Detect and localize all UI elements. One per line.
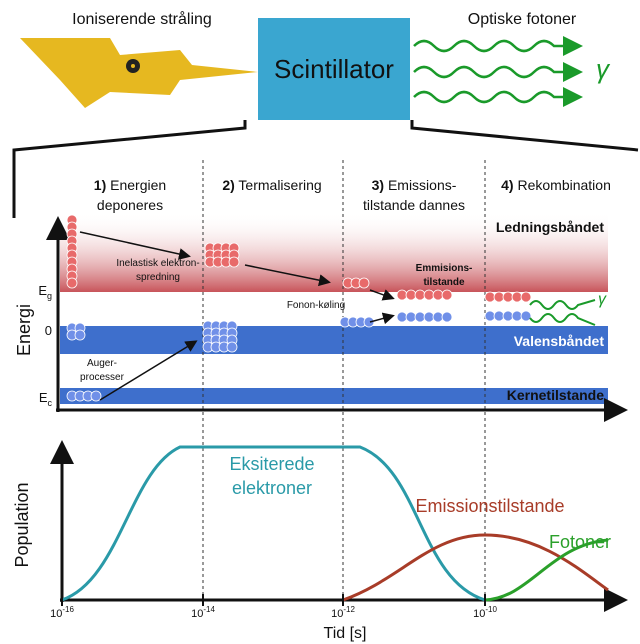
tick-base: 10 bbox=[473, 608, 485, 620]
particle bbox=[485, 311, 495, 321]
particle bbox=[521, 292, 531, 302]
tick-base: 10 bbox=[50, 608, 62, 620]
annotation: Inelastisk elektron- bbox=[116, 258, 199, 269]
particle bbox=[91, 391, 101, 401]
step-label: 4) Rekombination bbox=[501, 177, 611, 193]
gamma-symbol: γ bbox=[596, 54, 611, 84]
scintillator-label: Scintillator bbox=[274, 54, 394, 84]
energy-level: Eg bbox=[38, 283, 52, 301]
particle bbox=[503, 311, 513, 321]
annotation-gamma: γ bbox=[598, 291, 607, 308]
band-label: Ledningsbåndet bbox=[496, 219, 604, 235]
energy-level: Ec bbox=[39, 390, 53, 408]
tick-base: 10 bbox=[191, 608, 203, 620]
step-label: deponeres bbox=[97, 197, 163, 213]
annotation: Fonon-køling bbox=[287, 300, 345, 311]
tick-label: 10-12 bbox=[331, 605, 355, 620]
particle bbox=[433, 290, 443, 300]
step-label: 1) Energien bbox=[94, 177, 166, 193]
tick-exponent: -12 bbox=[343, 605, 355, 614]
radiation-icon-center bbox=[131, 64, 135, 68]
step-text: Emissions- bbox=[388, 177, 457, 193]
figure: Ioniserende stråling Scintillator Optisk… bbox=[0, 0, 640, 644]
particle bbox=[227, 342, 237, 352]
band-label: Kernetilstande bbox=[507, 387, 604, 403]
tick-label: 10-10 bbox=[473, 605, 497, 620]
particle bbox=[512, 311, 522, 321]
curve-label: Fotoner bbox=[549, 532, 611, 552]
level-subscript: g bbox=[47, 291, 52, 301]
particle bbox=[397, 290, 407, 300]
radiation-label: Ioniserende stråling bbox=[72, 10, 212, 28]
step-number: 3) bbox=[372, 177, 384, 193]
step-label: 2) Termalisering bbox=[222, 177, 321, 193]
step-number: 1) bbox=[94, 177, 106, 193]
recombination-waves bbox=[530, 300, 595, 325]
photon-waves bbox=[414, 41, 578, 102]
particle bbox=[512, 292, 522, 302]
curve-label: Emissionstilstande bbox=[415, 496, 564, 516]
annotation: tilstande bbox=[423, 277, 465, 288]
level-symbol: E bbox=[38, 283, 47, 298]
particle bbox=[424, 312, 434, 322]
particle bbox=[503, 292, 513, 302]
annotation: processer bbox=[80, 372, 125, 383]
annotation: Auger- bbox=[87, 358, 117, 369]
time-label: Tid [s] bbox=[324, 625, 367, 642]
tick-exponent: -14 bbox=[203, 605, 215, 614]
band-label: Valensbåndet bbox=[514, 333, 605, 349]
annotation: Emmisions- bbox=[416, 263, 473, 274]
particle bbox=[397, 312, 407, 322]
photons-label: Optiske fotoner bbox=[468, 11, 577, 28]
level-symbol: E bbox=[39, 390, 48, 405]
particle bbox=[67, 278, 77, 288]
level-subscript: c bbox=[48, 398, 53, 408]
particle bbox=[521, 311, 531, 321]
tick-label: 10-16 bbox=[50, 605, 74, 620]
lightning bbox=[20, 38, 258, 108]
annotation: spredning bbox=[136, 272, 180, 283]
particle bbox=[406, 312, 416, 322]
particle bbox=[442, 312, 452, 322]
particle bbox=[485, 292, 495, 302]
particle bbox=[406, 290, 416, 300]
step-text: Rekombination bbox=[517, 177, 610, 193]
particle bbox=[359, 278, 369, 288]
step-label: tilstande dannes bbox=[363, 197, 465, 213]
step-number: 4) bbox=[501, 177, 513, 193]
tick-label: 10-14 bbox=[191, 605, 215, 620]
tick-base: 10 bbox=[331, 608, 343, 620]
step-number: 2) bbox=[222, 177, 234, 193]
curve-label: Eksiterede bbox=[229, 454, 314, 474]
particle bbox=[229, 257, 239, 267]
curve-label: elektroner bbox=[232, 478, 312, 498]
particle bbox=[75, 330, 85, 340]
particle bbox=[424, 290, 434, 300]
particle bbox=[442, 290, 452, 300]
particle bbox=[415, 290, 425, 300]
particle bbox=[433, 312, 443, 322]
energy-label: Energi bbox=[14, 304, 34, 356]
level-symbol: 0 bbox=[45, 323, 52, 338]
energy-level: 0 bbox=[45, 323, 52, 338]
tick-exponent: -16 bbox=[62, 605, 74, 614]
step-label: 3) Emissions- bbox=[372, 177, 457, 193]
step-text: Energien bbox=[110, 177, 166, 193]
step-text: deponeres bbox=[97, 197, 163, 213]
step-text: Termalisering bbox=[238, 177, 321, 193]
tick-exponent: -10 bbox=[485, 605, 497, 614]
step-text: tilstande dannes bbox=[363, 197, 465, 213]
particle bbox=[415, 312, 425, 322]
particle bbox=[494, 311, 504, 321]
population-label: Population bbox=[12, 482, 32, 567]
particle bbox=[494, 292, 504, 302]
